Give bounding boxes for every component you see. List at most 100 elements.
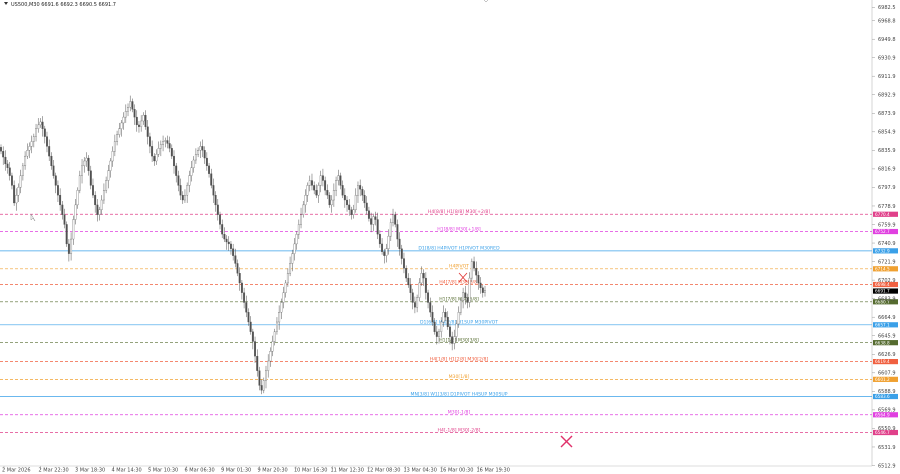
candle-body (442, 312, 445, 323)
candle-body (201, 146, 204, 151)
y-tick-label: 6892.9 (878, 93, 896, 99)
candle-body (102, 190, 105, 201)
candle-body (444, 312, 447, 318)
candle-body (26, 150, 29, 157)
candle-body (343, 194, 346, 201)
candle-body (133, 109, 136, 118)
candle-body (236, 263, 239, 274)
candle-body (475, 268, 478, 276)
candle-body (433, 321, 436, 332)
candle-body (81, 165, 83, 176)
triangle-down-icon[interactable] (4, 2, 8, 5)
candle-body (2, 151, 5, 158)
candle-body (122, 116, 125, 124)
candle-body (328, 194, 331, 206)
candle-body (365, 202, 368, 211)
candle-body (304, 194, 307, 206)
y-tick-label: 6873.9 (878, 111, 896, 117)
candle-body (370, 218, 373, 225)
candle-body (339, 175, 342, 186)
level-price-tag (873, 429, 898, 436)
x-tick-label: 16 Mar 19:30 (477, 468, 510, 474)
close-icon-stroke (560, 435, 573, 448)
candle-body (129, 101, 132, 108)
candle-body (164, 140, 167, 142)
candle-body (146, 126, 149, 137)
candle-body (354, 194, 357, 210)
candle-body (28, 146, 31, 151)
candle-body (234, 255, 237, 264)
candle-body (205, 157, 208, 167)
level-price-tag (873, 266, 898, 272)
level-price-tag (873, 376, 898, 382)
candle-body (405, 268, 408, 279)
chevron-down-icon[interactable] (483, 0, 489, 3)
candle-body (76, 190, 79, 206)
candle-body (61, 204, 64, 215)
x-axis: 2 Mar 2026 2 Mar 22:30 3 Mar 18:30 4 Mar 14… (2, 466, 510, 474)
candle-body (464, 292, 467, 298)
candle-body (286, 273, 289, 284)
level-price-tag-text: 6638.8 (875, 340, 890, 345)
candle-body (67, 243, 70, 254)
candle-body (477, 275, 480, 284)
candle-body (479, 282, 482, 288)
candle-body (429, 302, 432, 313)
current-price-tag (873, 288, 898, 294)
candle-body (89, 170, 92, 186)
candle-body (19, 175, 22, 188)
candle-body (17, 187, 20, 196)
level-price-tag-text: 6583.6 (875, 394, 890, 399)
candle-body (159, 144, 162, 149)
level-price-tag-text: 6680.7 (875, 299, 890, 304)
candle-body (41, 121, 44, 129)
y-tick-label: 6645.9 (878, 334, 896, 340)
level-label: H4[1/8] H1[2/8] M30[2/8] (430, 356, 489, 362)
candle-body (400, 248, 403, 259)
candle-body (65, 224, 68, 245)
candle-body (258, 370, 261, 386)
candle-body (269, 351, 272, 362)
candle-body (225, 238, 228, 243)
candle-body (118, 128, 121, 135)
levels-layer: H4[8/8] H1[8/8] M30[+2/8] 6770.4 H1[8/8] M… (0, 209, 898, 436)
candle-body (199, 146, 202, 151)
candle-body (243, 292, 246, 303)
level-price-tag (873, 393, 898, 400)
candle-body (179, 185, 182, 196)
level-label: D1[8/8] H4PIVOT H1PIVOT M30RED (418, 246, 500, 252)
candle-body (374, 216, 377, 220)
candle-body (341, 185, 344, 196)
candle-body (457, 312, 460, 325)
candle-body (256, 355, 259, 371)
candle-body (138, 124, 140, 127)
candle-body (398, 238, 401, 249)
candle-body (284, 282, 287, 293)
candle-body (120, 122, 123, 129)
candle-body (32, 136, 35, 142)
level-price-tag (873, 340, 898, 346)
candle-body (153, 155, 156, 162)
candle-body (291, 253, 294, 264)
candle-body (453, 336, 456, 344)
candle-body (192, 159, 195, 168)
y-tick-label: 6740.9 (878, 241, 896, 247)
candle-body (484, 290, 486, 293)
candle-body (357, 185, 359, 196)
candle-body (162, 141, 165, 145)
candle-body (392, 214, 394, 223)
candle-body (188, 175, 191, 186)
candle-body (240, 282, 243, 293)
y-tick-label: 6588.9 (878, 389, 896, 395)
y-axis: 6982.5 6968.8 6949.8 6930.9 6911.9 6892.9 6873… (872, 5, 896, 469)
candle-body (175, 165, 178, 176)
candle-body (92, 185, 94, 196)
candle-body (451, 336, 454, 344)
level-price-tag-text: 6619.4 (875, 359, 890, 364)
candle-body (39, 121, 42, 126)
candle-body (378, 234, 381, 245)
x-tick-label: 11 Mar 12:30 (331, 468, 364, 474)
candle-body (100, 199, 103, 210)
